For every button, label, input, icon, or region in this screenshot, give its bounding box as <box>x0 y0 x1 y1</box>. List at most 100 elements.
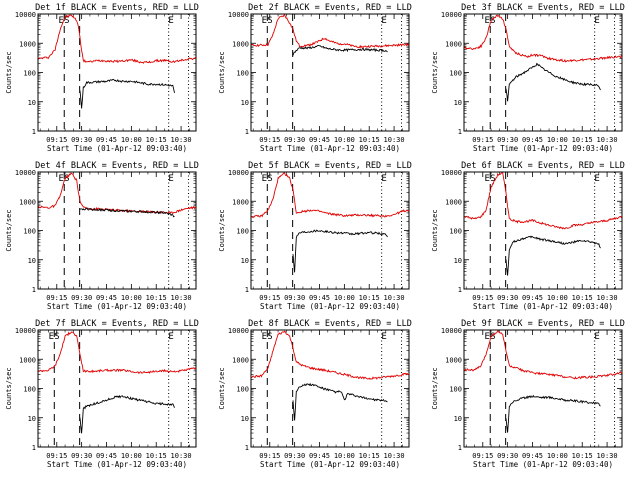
x-tick-label: 09:15 <box>259 136 280 144</box>
y-tick-label: 10 <box>241 257 249 265</box>
marker-letter-label: S <box>490 332 495 342</box>
y-tick-label: 1000 <box>445 356 462 364</box>
y-tick-label: 10 <box>241 99 249 107</box>
x-tick-label: 10:15 <box>572 294 593 302</box>
y-axis-label: Counts/sec <box>218 209 226 251</box>
marker-letter-label: E <box>594 332 599 342</box>
x-tick-label: 10:30 <box>171 136 192 144</box>
x-tick-label: 09:15 <box>46 452 67 460</box>
detector-plot-9: Det 9f BLACK = Events, RED = LLD 1 10 100 10… <box>431 319 625 469</box>
y-tick-label: 100 <box>23 228 36 236</box>
lld-series-line <box>251 172 409 219</box>
x-tick-label: 10:00 <box>334 294 355 302</box>
events-series-line <box>292 382 388 421</box>
y-tick-label: 10 <box>28 99 36 107</box>
x-axis-label: Start Time (01-Apr-12 09:03:40) <box>260 144 400 153</box>
y-tick-label: 10 <box>454 257 462 265</box>
y-tick-label: 10000 <box>228 169 249 177</box>
y-axis-label: Counts/sec <box>431 51 439 93</box>
marker-letter-label: E <box>168 332 173 342</box>
x-axis-label: Start Time (01-Apr-12 09:03:40) <box>47 460 187 469</box>
x-tick-label: 09:15 <box>259 294 280 302</box>
detector-plot-5: Det 5f BLACK = Events, RED = LLD 1 10 100 10… <box>218 161 412 311</box>
y-tick-label: 100 <box>23 70 36 78</box>
lld-series-line <box>251 14 409 49</box>
x-tick-label: 09:30 <box>71 452 92 460</box>
y-tick-label: 10000 <box>441 11 462 19</box>
marker-letter-label: E <box>168 174 173 184</box>
x-tick-label: 09:45 <box>522 294 543 302</box>
marker-letter-label: E <box>594 16 599 26</box>
x-tick-label: 10:30 <box>597 294 618 302</box>
marker-letter-label: E <box>485 332 490 342</box>
marker-letter-label: E <box>59 174 64 184</box>
events-series-line <box>292 229 388 273</box>
y-tick-label: 1000 <box>232 198 249 206</box>
y-tick-label: 100 <box>23 386 36 394</box>
marker-letter-label: S <box>54 332 59 342</box>
marker-letter-label: E <box>594 174 599 184</box>
marker-letter-label: S <box>267 174 272 184</box>
y-axis-label: Counts/sec <box>218 51 226 93</box>
y-tick-label: 10000 <box>228 327 249 335</box>
y-tick-label: 1 <box>458 444 462 452</box>
y-tick-label: 100 <box>449 70 462 78</box>
plot-title: Det 7f BLACK = Events, RED = LLD <box>35 319 199 329</box>
y-tick-label: 1 <box>245 128 249 136</box>
x-tick-label: 09:30 <box>284 136 305 144</box>
y-tick-label: 1 <box>458 286 462 294</box>
marker-letter-label: E <box>168 16 173 26</box>
x-axis-label: Start Time (01-Apr-12 09:03:40) <box>260 460 400 469</box>
y-tick-label: 1000 <box>232 356 249 364</box>
marker-letter-label: S <box>490 174 495 184</box>
marker-letter-label: S <box>267 16 272 26</box>
y-tick-label: 10000 <box>15 11 36 19</box>
lld-series-line <box>251 330 409 380</box>
x-tick-label: 09:30 <box>284 452 305 460</box>
y-tick-label: 1 <box>32 128 36 136</box>
marker-letter-label: E <box>49 332 54 342</box>
y-tick-label: 100 <box>236 228 249 236</box>
x-axis-label: Start Time (01-Apr-12 09:03:40) <box>260 302 400 311</box>
marker-letter-label: E <box>262 332 267 342</box>
x-tick-label: 10:30 <box>171 294 192 302</box>
x-tick-label: 10:15 <box>359 452 380 460</box>
x-tick-label: 09:15 <box>46 294 67 302</box>
x-tick-label: 10:15 <box>146 294 167 302</box>
y-axis-label: Counts/sec <box>5 51 13 93</box>
events-series-line <box>505 394 601 433</box>
y-tick-label: 100 <box>236 386 249 394</box>
x-tick-label: 10:00 <box>334 136 355 144</box>
x-tick-label: 09:15 <box>472 452 493 460</box>
x-tick-label: 09:45 <box>309 452 330 460</box>
plot-frame <box>37 13 197 132</box>
y-tick-label: 10000 <box>15 169 36 177</box>
x-tick-label: 10:00 <box>121 452 142 460</box>
plot-title: Det 4f BLACK = Events, RED = LLD <box>35 161 199 171</box>
y-tick-label: 10000 <box>441 169 462 177</box>
x-tick-label: 09:30 <box>71 294 92 302</box>
x-tick-label: 10:15 <box>146 452 167 460</box>
y-tick-label: 100 <box>449 228 462 236</box>
x-tick-label: 09:45 <box>522 452 543 460</box>
lld-series-line <box>464 172 622 230</box>
x-tick-label: 09:45 <box>96 136 117 144</box>
x-tick-label: 10:30 <box>384 294 405 302</box>
y-axis-label: Counts/sec <box>431 209 439 251</box>
lld-series-line <box>38 172 196 215</box>
marker-letter-label: E <box>59 16 64 26</box>
x-tick-label: 09:15 <box>259 452 280 460</box>
y-tick-label: 10000 <box>228 11 249 19</box>
detector-plot-6: Det 6f BLACK = Events, RED = LLD 1 10 100 10… <box>431 161 625 311</box>
y-axis-label: Counts/sec <box>5 367 13 409</box>
x-tick-label: 10:30 <box>171 452 192 460</box>
detector-plot-8: Det 8f BLACK = Events, RED = LLD 1 10 100 10… <box>218 319 412 469</box>
y-tick-label: 1 <box>245 286 249 294</box>
lld-series-line <box>464 14 622 63</box>
lld-series-line <box>38 331 196 375</box>
lld-series-line <box>38 14 196 64</box>
x-axis-label: Start Time (01-Apr-12 09:03:40) <box>473 144 613 153</box>
x-tick-label: 10:00 <box>547 294 568 302</box>
x-tick-label: 09:30 <box>71 136 92 144</box>
